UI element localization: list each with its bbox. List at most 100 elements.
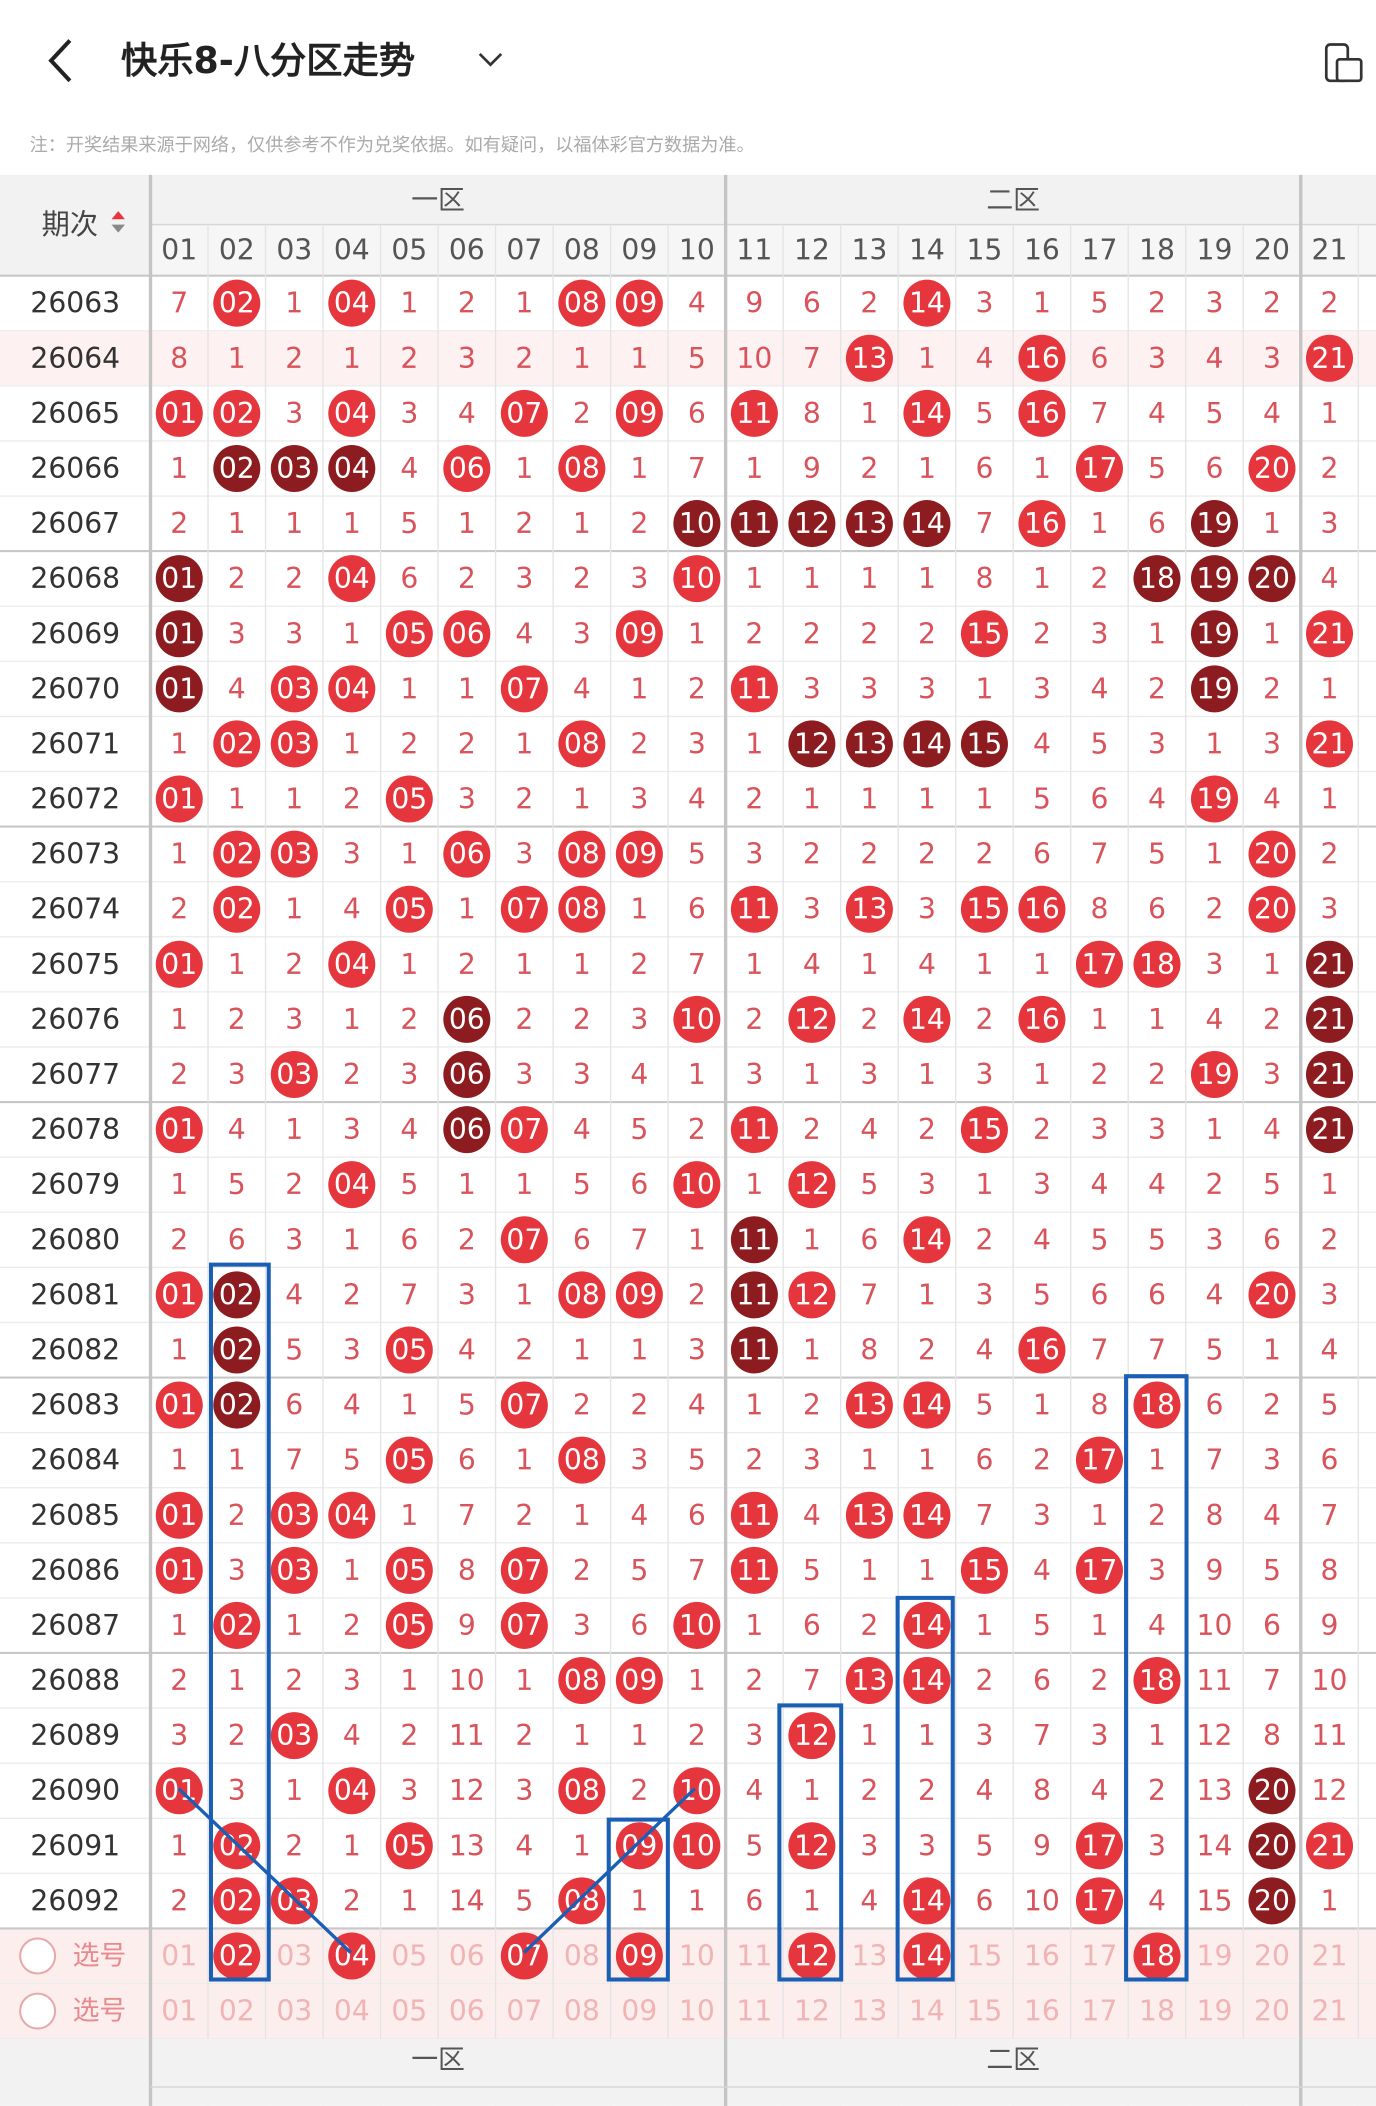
ball	[270, 830, 318, 878]
select-number[interactable]: 19	[1197, 1995, 1233, 2028]
back-button[interactable]	[48, 39, 72, 83]
selected-ball[interactable]	[788, 1932, 836, 1980]
select-number[interactable]: 02	[219, 1995, 255, 2028]
column-label: 08	[564, 234, 600, 267]
select-number[interactable]: 21	[1312, 1940, 1348, 1973]
screen-icon[interactable]	[1324, 43, 1363, 83]
ball-number: 17	[1082, 948, 1118, 981]
select-number[interactable]: 06	[449, 1995, 485, 2028]
ball	[213, 830, 261, 878]
select-number[interactable]: 04	[334, 1995, 370, 2028]
ball-number: 19	[1197, 562, 1233, 595]
ball	[270, 720, 318, 768]
miss-count: 1	[573, 783, 591, 816]
select-number[interactable]: 08	[564, 1940, 600, 1973]
selected-ball[interactable]	[213, 1932, 261, 1980]
ball	[155, 1381, 203, 1429]
select-number[interactable]: 01	[161, 1940, 197, 1973]
selected-ball[interactable]	[500, 1932, 548, 1980]
miss-count: 1	[343, 507, 361, 540]
miss-count: 1	[1148, 617, 1166, 650]
select-number[interactable]: 11	[736, 1940, 772, 1973]
sort-icon[interactable]	[111, 211, 125, 220]
select-number[interactable]: 13	[851, 1940, 887, 1973]
ball-number: 06	[449, 1113, 485, 1146]
ball	[213, 279, 261, 327]
select-number[interactable]: 18	[1139, 1995, 1175, 2028]
select-number[interactable]: 20	[1254, 1940, 1290, 1973]
ball	[1305, 720, 1354, 768]
select-number[interactable]: 19	[1197, 1940, 1233, 1973]
miss-count: 2	[515, 507, 533, 540]
select-number[interactable]: 03	[276, 1995, 312, 2028]
select-number[interactable]: 09	[621, 1995, 657, 2028]
ball-number: 02	[219, 397, 255, 430]
miss-count: 2	[285, 342, 303, 375]
select-number[interactable]: 21	[1312, 1995, 1348, 2028]
sort-icon[interactable]	[111, 224, 125, 233]
select-number[interactable]: 11	[736, 1995, 772, 2028]
select-number[interactable]: 16	[1024, 1940, 1060, 1973]
miss-count: 6	[975, 1884, 993, 1917]
annotation-box	[777, 1703, 844, 1982]
select-number[interactable]: 16	[1024, 1995, 1060, 2028]
miss-count: 5	[975, 397, 993, 430]
select-radio[interactable]	[19, 1937, 57, 1975]
ball	[500, 1546, 548, 1594]
miss-count: 1	[515, 1664, 533, 1697]
miss-count: 5	[745, 1829, 763, 1862]
ball	[270, 444, 318, 492]
miss-count: 3	[1090, 617, 1108, 650]
ball	[558, 720, 606, 768]
select-number[interactable]: 05	[391, 1940, 427, 1973]
miss-count: 4	[1321, 1333, 1339, 1366]
selected-ball[interactable]	[615, 1932, 663, 1980]
ball	[845, 1381, 893, 1429]
miss-count: 6	[1321, 1444, 1339, 1477]
select-number[interactable]: 15	[966, 1940, 1002, 1973]
select-number[interactable]: 08	[564, 1995, 600, 2028]
miss-count: 8	[860, 1333, 878, 1366]
ball	[1248, 444, 1296, 492]
select-number[interactable]: 15	[966, 1995, 1002, 2028]
miss-count: 1	[515, 287, 533, 320]
selected-ball[interactable]	[1133, 1932, 1181, 1980]
miss-count: 2	[860, 287, 878, 320]
miss-count: 1	[745, 452, 763, 485]
ball	[903, 500, 951, 548]
select-number[interactable]: 03	[276, 1940, 312, 1973]
select-number[interactable]: 05	[391, 1995, 427, 2028]
select-number[interactable]: 12	[794, 1995, 830, 2028]
column-label: 03	[276, 234, 312, 267]
select-number[interactable]: 20	[1254, 1995, 1290, 2028]
ball	[155, 389, 203, 437]
select-number[interactable]: 10	[679, 1995, 715, 2028]
miss-count: 1	[688, 1223, 706, 1256]
ball	[1133, 940, 1181, 988]
select-number[interactable]: 01	[161, 1995, 197, 2028]
ball-number: 03	[276, 1058, 312, 1091]
ball	[558, 1436, 606, 1484]
miss-count: 2	[1206, 893, 1224, 926]
ball	[1248, 1271, 1296, 1319]
dropdown[interactable]	[478, 52, 503, 67]
select-number[interactable]: 06	[449, 1940, 485, 1973]
ball	[328, 940, 376, 988]
miss-count: 5	[1033, 783, 1051, 816]
select-number[interactable]: 07	[506, 1995, 542, 2028]
select-number[interactable]: 17	[1082, 1995, 1118, 2028]
miss-count: 3	[1148, 1554, 1166, 1587]
select-number[interactable]: 10	[679, 1940, 715, 1973]
miss-count: 9	[803, 452, 821, 485]
select-number[interactable]: 13	[851, 1995, 887, 2028]
miss-count: 3	[1321, 893, 1339, 926]
select-radio[interactable]	[19, 1992, 57, 2030]
select-number[interactable]: 14	[909, 1995, 945, 2028]
ball	[788, 720, 836, 768]
issue: 26070	[30, 672, 120, 705]
issue: 26092	[30, 1884, 120, 1917]
select-number[interactable]: 17	[1082, 1940, 1118, 1973]
selected-ball[interactable]	[903, 1932, 951, 1980]
miss-count: 2	[745, 1003, 763, 1036]
ball-number: 06	[449, 838, 485, 871]
